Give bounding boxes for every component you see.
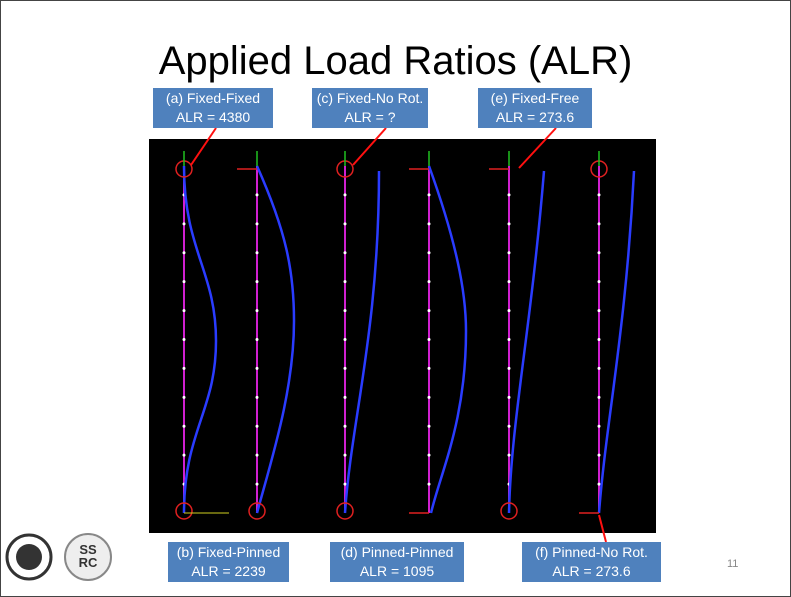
node [507,222,511,226]
label-name: (f) Pinned-No Rot. [535,544,648,560]
node [597,222,601,226]
node [507,453,511,457]
node [343,424,347,428]
node [597,193,601,197]
label-name: (b) Fixed-Pinned [176,544,281,560]
label-alr: ALR = 2239 [191,563,266,579]
label-name: (a) Fixed-Fixed [165,90,261,106]
label-name: (d) Pinned-Pinned [340,544,454,560]
node [427,222,431,226]
node [182,366,186,370]
label-alr: ALR = 273.6 [495,109,575,125]
node [597,395,601,399]
label-box: (e) Fixed-Free ALR = 273.6 [478,88,592,128]
node [343,193,347,197]
node [507,366,511,370]
node [343,280,347,284]
node [255,366,259,370]
slide-title: Applied Load Ratios (ALR) [158,39,633,83]
node [182,222,186,226]
node [507,395,511,399]
node [427,395,431,399]
node [182,309,186,313]
node [343,395,347,399]
node [255,280,259,284]
node [182,453,186,457]
node [507,193,511,197]
node [597,424,601,428]
node [255,338,259,341]
node [343,366,347,370]
node [255,482,259,486]
node [255,453,259,457]
pointer-arrows [190,127,607,543]
node [427,366,431,370]
node [182,280,186,284]
node [343,338,347,341]
node [182,395,186,399]
node [507,424,511,428]
label-name: (e) Fixed-Free [490,90,580,106]
node [427,482,431,486]
label-alr: ALR = 273.6 [552,563,631,579]
node [507,280,511,284]
node [182,424,186,428]
node [182,338,186,341]
node [427,280,431,284]
node [427,193,431,197]
node [255,193,259,197]
node [597,280,601,284]
node [255,222,259,226]
node [597,366,601,370]
label-box: (c) Fixed-No Rot. ALR = ? [312,88,428,128]
node [507,338,511,341]
nodes [182,193,601,486]
node [343,222,347,226]
node [427,309,431,313]
logo-text: RC [79,555,98,570]
node [427,424,431,428]
node [597,251,601,255]
node [507,251,511,255]
node [343,482,347,486]
node [255,309,259,313]
node [255,251,259,255]
logo-text: SS [79,542,97,557]
analysis-view [149,139,656,533]
node [255,424,259,428]
page-number: 11 [727,558,739,570]
node [597,453,601,457]
label-alr: ALR = 4380 [175,109,251,125]
buckled-shapes [182,165,636,514]
node [597,482,601,486]
node [427,453,431,457]
label-name: (c) Fixed-No Rot. [316,90,424,106]
label-alr: ALR = 1095 [359,563,435,579]
loads [183,151,600,166]
label-box: (a) Fixed-Fixed ALR = 4380 [153,88,273,128]
node [343,251,347,255]
node [182,251,186,255]
label-alr: ALR = ? [344,109,396,125]
label-box: (d) Pinned-Pinned ALR = 1095 [330,542,464,582]
node [343,309,347,313]
label-box: (f) Pinned-No Rot. ALR = 273.6 [522,542,661,582]
node [427,338,431,341]
label-box: (b) Fixed-Pinned ALR = 2239 [168,542,289,582]
node [255,395,259,399]
aisc-logo [5,533,53,581]
node [507,309,511,313]
node [427,251,431,255]
ssrc-logo: SS RC [64,533,112,581]
node [597,309,601,313]
node [597,338,601,341]
node [343,453,347,457]
